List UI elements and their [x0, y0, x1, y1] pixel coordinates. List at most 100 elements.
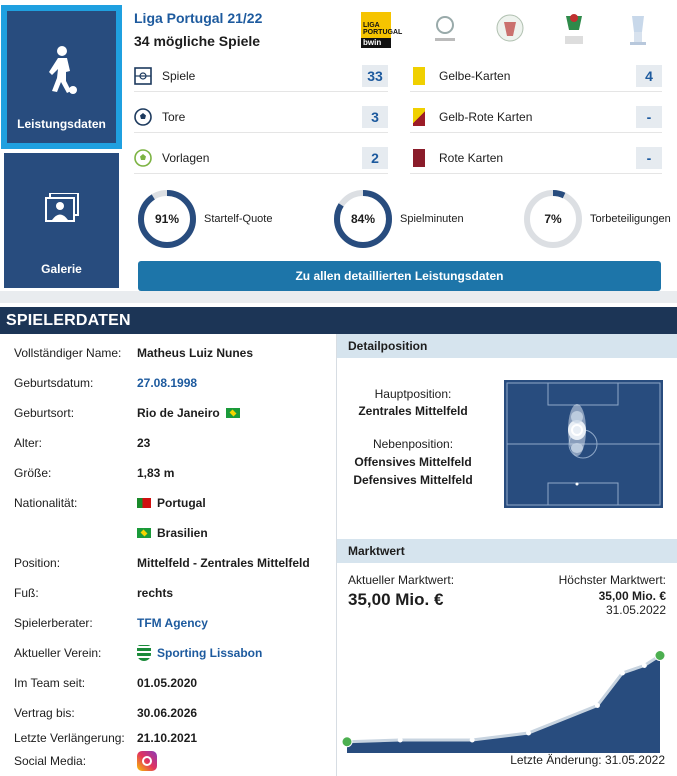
- market-value-point: [526, 730, 532, 736]
- player-data-key: Geburtsdatum:: [14, 376, 94, 390]
- stat-row-games[interactable]: Spiele 33: [134, 60, 388, 92]
- performance-tile[interactable]: Leistungsdaten: [1, 5, 122, 149]
- detail-position-header: Detailposition: [337, 334, 677, 358]
- stat-label-games: Spiele: [162, 68, 196, 83]
- market-value-point: [641, 663, 647, 668]
- champions-league-logo[interactable]: [427, 12, 463, 48]
- player-data-text[interactable]: 27.08.1998: [137, 376, 198, 390]
- market-value-area: [347, 655, 660, 753]
- cup-logo-1[interactable]: [492, 12, 528, 48]
- player-data-row: Alter: 23: [14, 433, 150, 453]
- player-data-text[interactable]: TFM Agency: [137, 616, 208, 630]
- taca-logo[interactable]: [556, 12, 592, 48]
- stat-row-yellow-cards[interactable]: Gelbe-Karten 4: [410, 60, 662, 92]
- secondary-position-1: Offensives Mittelfeld: [354, 455, 472, 469]
- detailed-stats-button[interactable]: Zu allen detaillierten Leistungsdaten: [138, 261, 661, 291]
- stat-label-yellow-cards: Gelbe-Karten: [439, 68, 511, 83]
- player-data-text: Mittelfeld - Zentrales Mittelfeld: [137, 556, 310, 570]
- liga-logo-text: LIGA PORTUGAL: [363, 22, 403, 36]
- player-data-key: Geburtsort:: [14, 406, 75, 420]
- player-data-text: rechts: [137, 586, 174, 600]
- player-data-row: Fuß: rechts: [14, 583, 173, 603]
- player-data-text[interactable]: Sporting Lissabon: [157, 646, 263, 660]
- player-data-key: Fuß:: [14, 586, 39, 600]
- yellow-red-card-icon: [413, 107, 425, 126]
- gauge-text-2: 7%: [544, 212, 562, 226]
- competition-title[interactable]: Liga Portugal 21/22: [134, 10, 263, 26]
- player-data-row: Vollständiger Name: Matheus Luiz Nunes: [14, 343, 253, 363]
- flag-icon: [137, 528, 151, 538]
- player-data-row: Größe: 1,83 m: [14, 463, 174, 483]
- last-change: Letzte Änderung: 31.05.2022: [510, 753, 665, 767]
- player-data-key: Größe:: [14, 466, 52, 480]
- assist-ball-icon: [134, 148, 152, 167]
- current-value[interactable]: 35,00 Mio. €: [348, 590, 444, 609]
- player-data-text: 21.10.2021: [137, 731, 198, 745]
- performance-tile-label: Leistungsdaten: [17, 117, 106, 131]
- section-divider: [0, 291, 677, 303]
- stat-row-yellow-red-cards[interactable]: Gelb-Rote Karten -: [410, 101, 662, 133]
- current-value-label: Aktueller Marktwert:: [348, 573, 455, 587]
- gauge-arc: [138, 190, 196, 248]
- section-title-player-data: SPIELERDATEN: [0, 307, 677, 334]
- player-data-value: 30.06.2026: [137, 706, 197, 720]
- stat-value-yellow-red-cards: -: [636, 105, 662, 128]
- liga-portugal-logo[interactable]: LIGA PORTUGAL bwin: [361, 12, 402, 48]
- player-data-value: 23: [137, 436, 150, 450]
- possible-games: 34 mögliche Spiele: [134, 33, 261, 49]
- player-data-value[interactable]: 27.08.1998: [137, 376, 197, 390]
- club-crest-icon[interactable]: [137, 645, 151, 661]
- player-data-value: 1,83 m: [137, 466, 174, 480]
- position-pitch: [504, 380, 663, 508]
- gallery-tile[interactable]: Galerie: [4, 153, 119, 288]
- gauge-arc: [334, 190, 392, 248]
- player-data-key: Nationalität:: [14, 496, 78, 510]
- player-data-value: [137, 751, 157, 771]
- player-data-row: Aktueller Verein: Sporting Lissabon: [14, 643, 262, 663]
- allianz-cup-logo[interactable]: [620, 12, 656, 48]
- gauge-goal-involvement: 7% Torbeteiligungen: [522, 188, 671, 250]
- highest-value-label: Höchster Marktwert:: [558, 573, 666, 587]
- player-data-row: Im Team seit: 01.05.2020: [14, 673, 197, 693]
- stat-value-games: 33: [362, 64, 388, 87]
- player-data-key: Vollständiger Name:: [14, 346, 122, 360]
- market-value-point: [397, 737, 403, 743]
- stat-row-red-cards[interactable]: Rote Karten -: [410, 142, 662, 174]
- player-data-key: Alter:: [14, 436, 43, 450]
- stat-label-assists: Vorlagen: [162, 150, 210, 165]
- column-divider: [336, 334, 337, 776]
- stat-value-yellow-cards: 4: [636, 64, 662, 87]
- market-value-point: [469, 737, 475, 743]
- stat-row-goals[interactable]: Tore 3: [134, 101, 388, 133]
- bwin-logo-text: bwin: [363, 38, 382, 47]
- player-data-row: Vertrag bis: 30.06.2026: [14, 703, 197, 723]
- player-data-value: 01.05.2020: [137, 676, 197, 690]
- red-card-icon: [413, 148, 425, 167]
- player-data-row: Brasilien: [14, 523, 208, 543]
- stat-label-yellow-red-cards: Gelb-Rote Karten: [439, 109, 533, 124]
- player-data-value[interactable]: Sporting Lissabon: [137, 645, 262, 661]
- player-data-text: 23: [137, 436, 151, 450]
- player-data-text: 1,83 m: [137, 466, 175, 480]
- secondary-position-label: Nebenposition:: [372, 437, 454, 451]
- player-data-key: Vertrag bis:: [14, 706, 75, 720]
- gauge-ring-0: 91%: [138, 190, 196, 248]
- main-position-value: Zentrales Mittelfeld: [358, 404, 468, 418]
- secondary-position-2: Defensives Mittelfeld: [353, 473, 473, 487]
- player-data-row: Letzte Verlängerung: 21.10.2021: [14, 728, 197, 748]
- market-value-chart[interactable]: [340, 625, 670, 753]
- player-data-key: Position:: [14, 556, 61, 570]
- market-value-point: [619, 670, 625, 676]
- soccer-player-icon: [7, 45, 116, 95]
- player-data-row: Geburtsort: Rio de Janeiro: [14, 403, 246, 423]
- instagram-icon[interactable]: [137, 751, 157, 771]
- player-data-value[interactable]: TFM Agency: [137, 616, 208, 630]
- player-data-key: Spielerberater:: [14, 616, 93, 630]
- player-data-text: Matheus Luiz Nunes: [137, 346, 254, 360]
- gauge-label-1: Spielminuten: [400, 213, 464, 225]
- player-data-text: Rio de Janeiro: [137, 406, 220, 420]
- player-data-row: Social Media:: [14, 751, 157, 771]
- stat-row-assists[interactable]: Vorlagen 2: [134, 142, 388, 174]
- player-data-key: Letzte Verlängerung:: [14, 731, 125, 745]
